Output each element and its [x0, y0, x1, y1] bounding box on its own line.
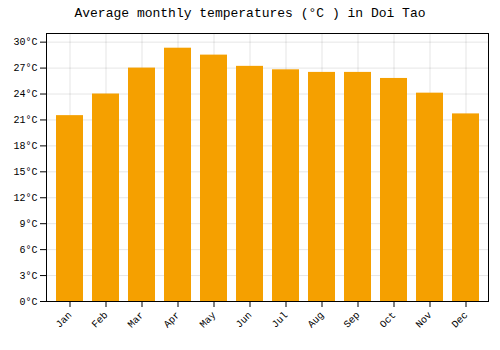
- svg-text:30°C: 30°C: [13, 37, 37, 48]
- svg-text:Apr: Apr: [162, 310, 183, 331]
- svg-text:15°C: 15°C: [13, 167, 37, 178]
- svg-text:Oct: Oct: [378, 310, 399, 331]
- svg-text:0°C: 0°C: [19, 297, 37, 308]
- svg-text:Nov: Nov: [414, 310, 435, 331]
- svg-text:9°C: 9°C: [19, 219, 37, 230]
- svg-text:Feb: Feb: [90, 310, 111, 331]
- svg-text:18°C: 18°C: [13, 141, 37, 152]
- svg-text:21°C: 21°C: [13, 115, 37, 126]
- svg-text:3°C: 3°C: [19, 271, 37, 282]
- svg-text:Jul: Jul: [270, 310, 291, 331]
- svg-text:Jun: Jun: [234, 310, 255, 331]
- html-text:Average monthly temperatures (: Average monthly temperatures (°C ) in Do…: [74, 6, 426, 21]
- svg-text:Aug: Aug: [306, 310, 327, 331]
- svg-text:Mar: Mar: [126, 310, 147, 331]
- svg-text:12°C: 12°C: [13, 193, 37, 204]
- svg-text:May: May: [198, 310, 219, 331]
- svg-text:6°C: 6°C: [19, 245, 37, 256]
- svg-text:Jan: Jan: [54, 310, 75, 331]
- svg-text:Dec: Dec: [450, 310, 471, 331]
- svg-text:Sep: Sep: [342, 310, 363, 331]
- svg-text:27°C: 27°C: [13, 63, 37, 74]
- svg-text:24°C: 24°C: [13, 89, 37, 100]
